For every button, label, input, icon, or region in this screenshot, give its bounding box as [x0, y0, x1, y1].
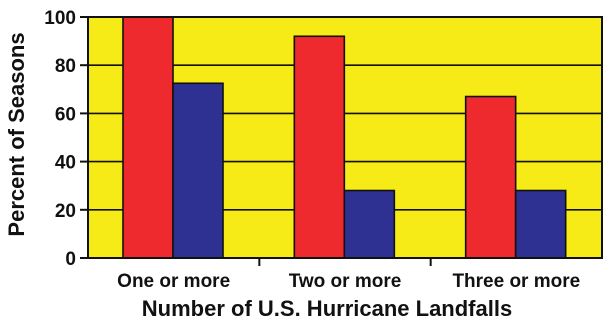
x-category-label: Three or more [452, 271, 580, 292]
y-tick-label: 100 [44, 8, 76, 29]
y-tick-label: 20 [55, 201, 76, 222]
y-axis-title: Percent of Seasons [4, 32, 29, 236]
bar [122, 16, 174, 259]
bar [172, 82, 224, 259]
bar [514, 189, 567, 259]
y-tick-label: 60 [55, 104, 76, 125]
bars [122, 16, 567, 259]
bar [343, 189, 396, 259]
y-axis-ticks: 0 20 40 60 80 100 [44, 8, 88, 270]
x-axis-ticks: One or more Two or more Three or more [117, 258, 580, 292]
y-tick-label: 80 [55, 56, 76, 77]
x-axis-title: Number of U.S. Hurricane Landfalls [142, 296, 512, 321]
x-category-label: Two or more [289, 271, 402, 292]
y-tick-label: 40 [55, 153, 76, 174]
bar [464, 95, 517, 259]
plot-frame [87, 16, 603, 259]
x-category-label: One or more [117, 271, 230, 292]
bar [293, 35, 346, 259]
y-tick-label: 0 [65, 249, 76, 270]
